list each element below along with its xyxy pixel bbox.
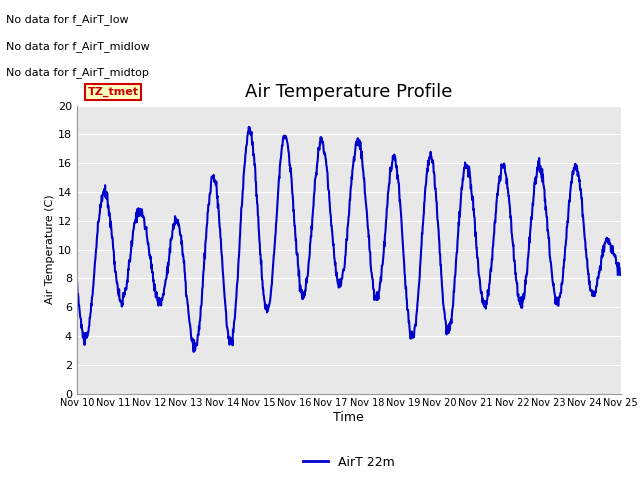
Title: Air Temperature Profile: Air Temperature Profile (245, 83, 452, 101)
Text: TZ_tmet: TZ_tmet (88, 87, 139, 97)
X-axis label: Time: Time (333, 411, 364, 424)
Y-axis label: Air Temperature (C): Air Temperature (C) (45, 195, 55, 304)
Text: No data for f_AirT_midlow: No data for f_AirT_midlow (6, 41, 150, 52)
Text: No data for f_AirT_low: No data for f_AirT_low (6, 14, 129, 25)
Legend: AirT 22m: AirT 22m (298, 451, 399, 474)
Text: No data for f_AirT_midtop: No data for f_AirT_midtop (6, 67, 149, 78)
